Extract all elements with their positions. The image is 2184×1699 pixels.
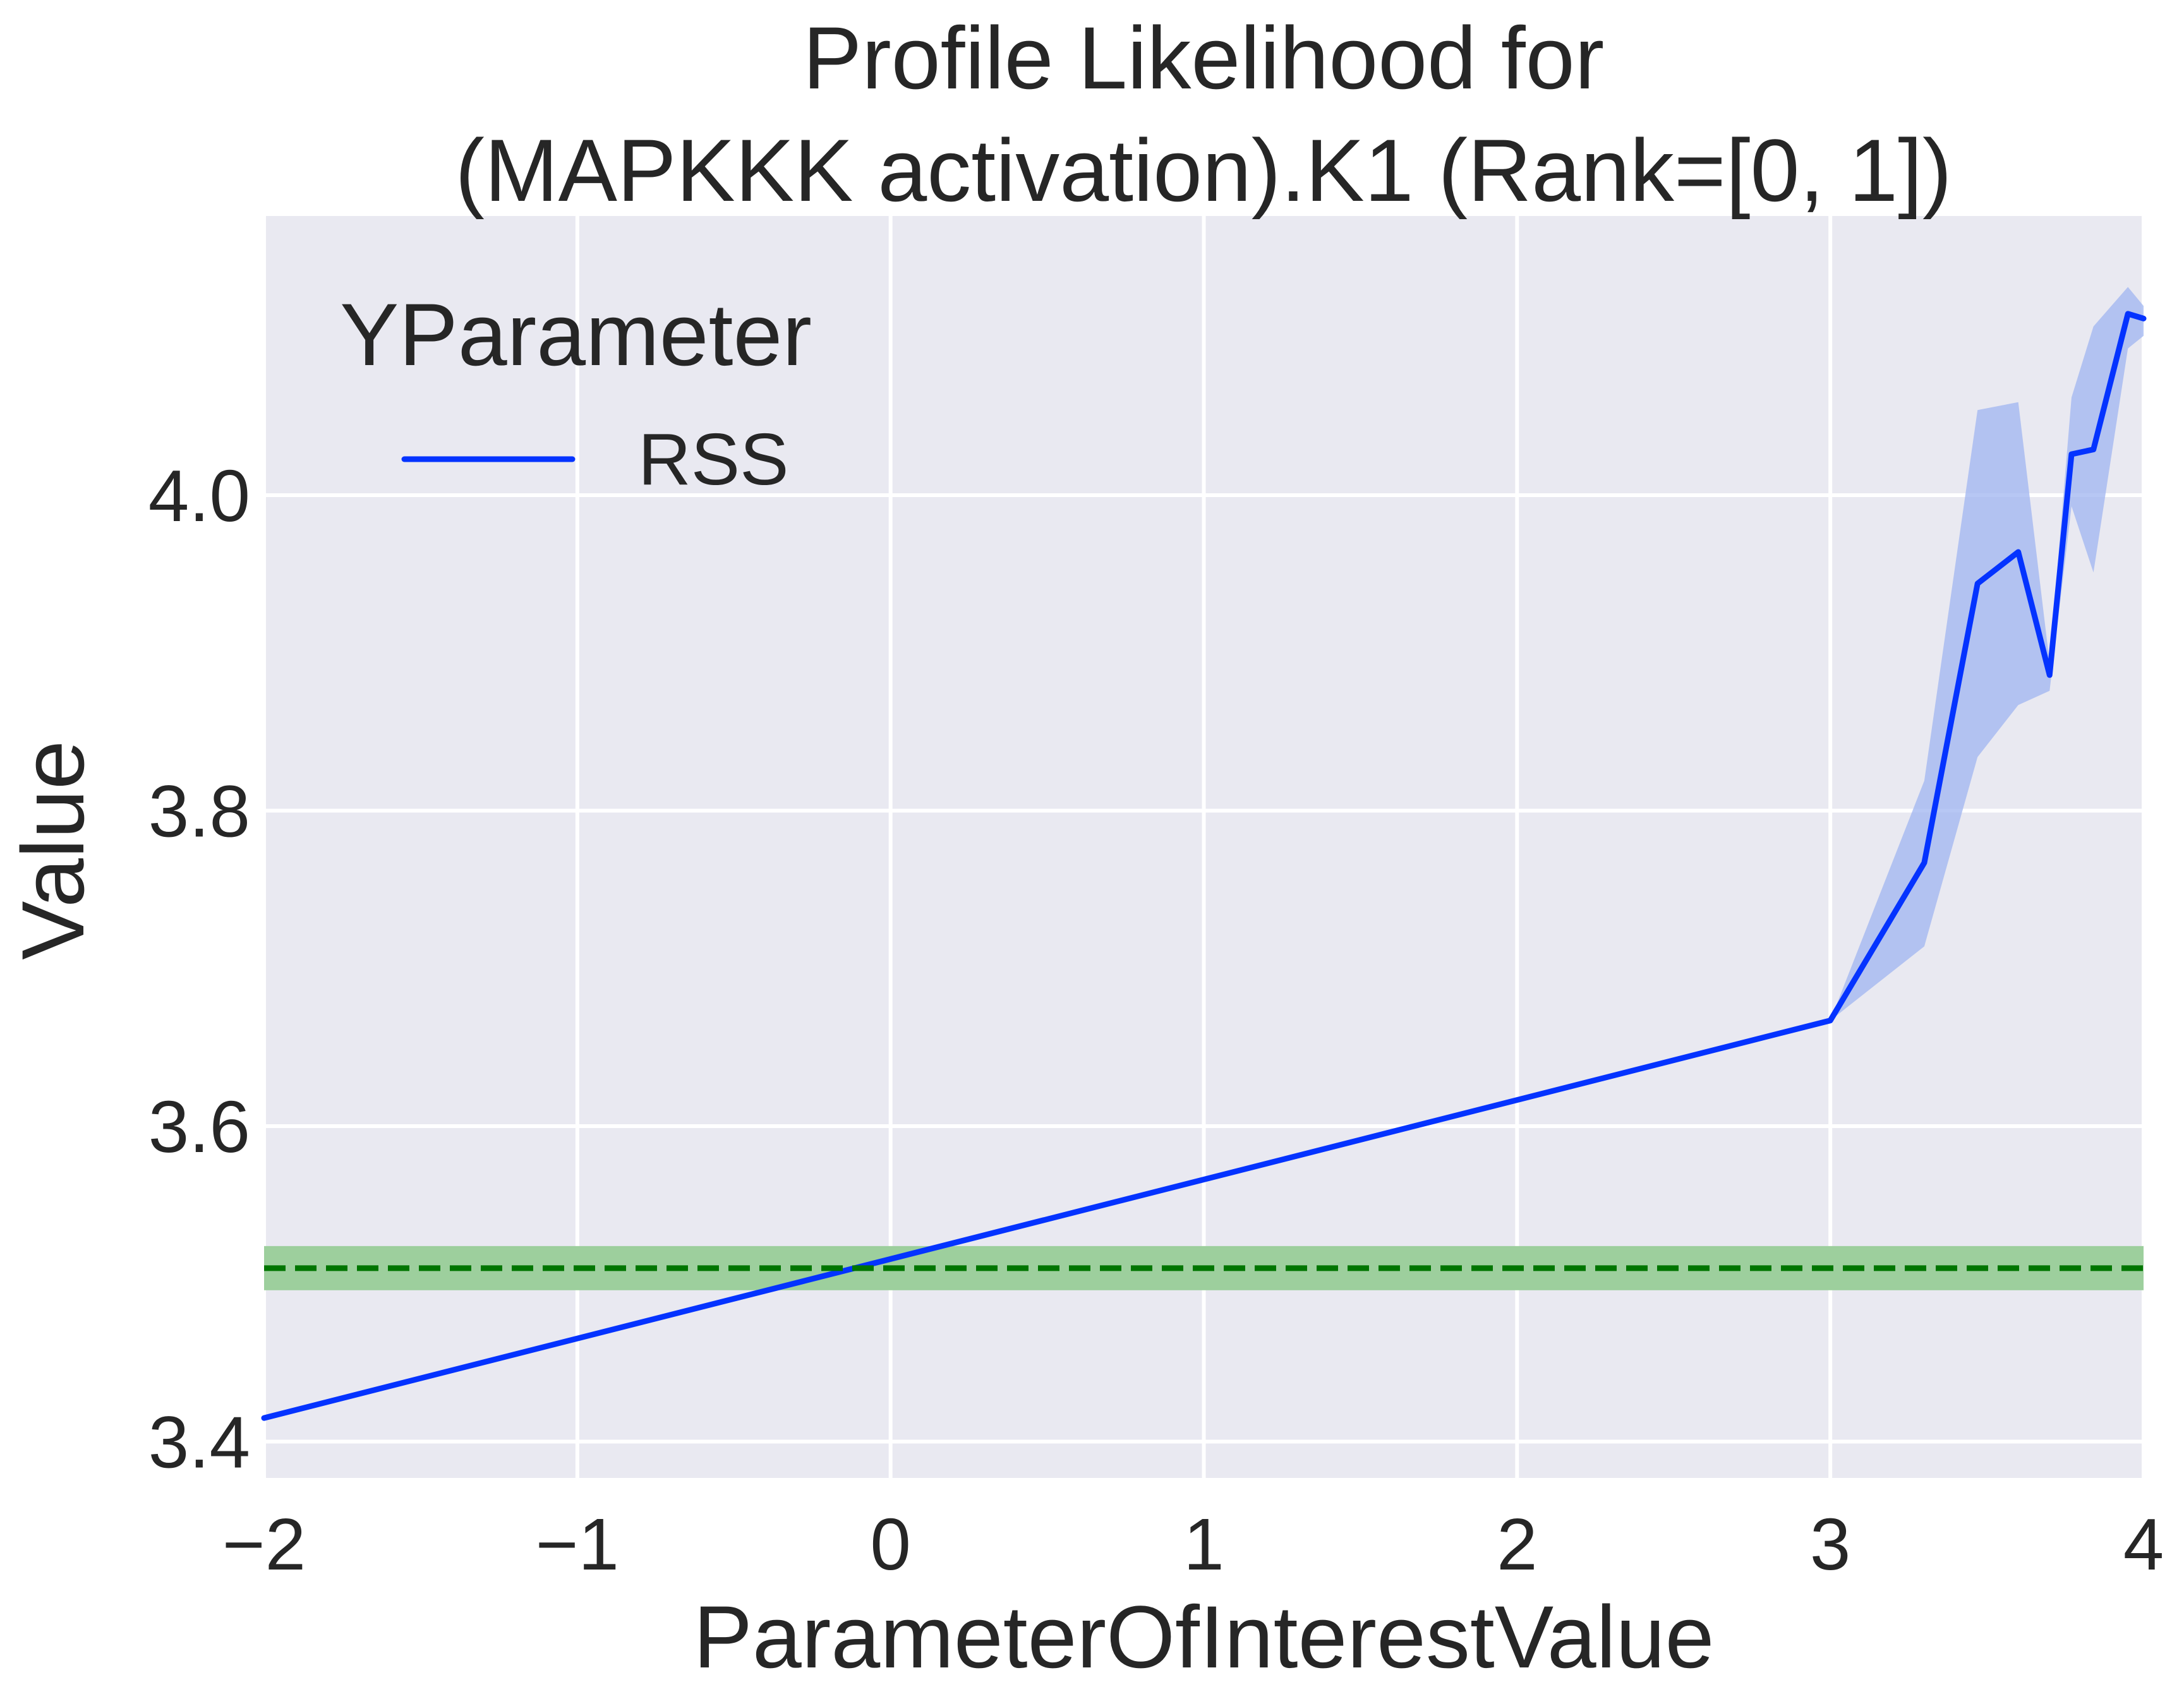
data-point: [2093, 449, 2094, 450]
data-point: [2071, 453, 2072, 455]
legend-label-rss: RSS: [638, 418, 789, 500]
series-lines: [261, 311, 2147, 1421]
data-point: [263, 1417, 265, 1419]
x-tick-label: −1: [536, 1503, 619, 1585]
y-tick-label: 3.4: [148, 1402, 250, 1484]
series-line-rss: [261, 311, 2147, 1421]
legend-title: YParameter: [340, 285, 812, 384]
chart-title-line-2: (MAPKKK activation).K1 (Rank=[0, 1]): [455, 121, 1952, 220]
y-axis-label: Value: [3, 740, 102, 960]
x-tick-labels: −2 −1 0 1 2 3 4: [222, 1503, 2164, 1585]
data-point: [1977, 583, 1978, 584]
x-tick-label: 3: [1810, 1503, 1851, 1585]
y-tick-label: 3.8: [148, 771, 250, 853]
x-axis-label: ParameterOfInterestValue: [694, 1587, 1715, 1686]
x-tick-label: 2: [1497, 1503, 1538, 1585]
grid-lines: [262, 216, 2145, 1478]
y-tick-label: 3.6: [148, 1086, 250, 1168]
y-tick-labels: 3.4 3.6 3.8 4.0: [148, 455, 250, 1484]
x-tick-label: 0: [870, 1503, 911, 1585]
x-tick-label: −2: [222, 1503, 306, 1585]
x-tick-label: 4: [2123, 1503, 2164, 1585]
chart-title-line-1: Profile Likelihood for: [803, 8, 1604, 107]
y-tick-label: 4.0: [148, 455, 250, 537]
legend: YParameter RSS: [340, 285, 812, 500]
data-point: [1830, 1020, 1831, 1021]
x-tick-label: 1: [1183, 1503, 1224, 1585]
